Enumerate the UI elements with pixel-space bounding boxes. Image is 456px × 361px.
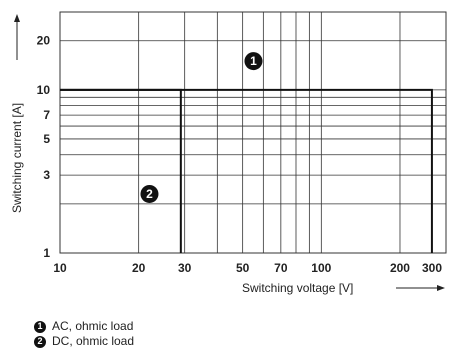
legend-marker-1: 1 <box>34 320 46 333</box>
legend-item-ac: 1 AC, ohmic load <box>34 319 134 334</box>
x-tick-label: 30 <box>178 261 192 275</box>
x-axis-arrowhead <box>437 285 445 291</box>
y-tick-label: 7 <box>43 108 50 122</box>
legend-label-dc: DC, ohmic load <box>52 334 135 348</box>
x-tick-label: 300 <box>422 261 442 275</box>
x-tick-label: 200 <box>390 261 410 275</box>
y-axis-arrowhead <box>14 14 20 22</box>
y-tick-label: 1 <box>43 246 50 260</box>
series-line-1 <box>60 88 433 253</box>
x-axis-label: Switching voltage [V] <box>242 281 353 295</box>
y-tick-label: 10 <box>37 83 51 97</box>
legend-item-dc: 2 DC, ohmic load <box>34 334 134 349</box>
legend: 1 AC, ohmic load 2 DC, ohmic load <box>34 319 134 349</box>
plot-frame <box>59 11 447 254</box>
x-tick-label: 10 <box>53 261 67 275</box>
x-tick-label: 20 <box>132 261 146 275</box>
legend-marker-2: 2 <box>34 335 46 348</box>
y-axis-label: Switching current [A] <box>10 103 24 213</box>
series-marker-1 <box>244 52 263 71</box>
y-tick-label: 3 <box>43 168 50 182</box>
x-tick-label: 100 <box>311 261 331 275</box>
x-tick-label: 50 <box>236 261 250 275</box>
series-marker-label-1: 1 <box>250 54 257 68</box>
y-tick-label: 5 <box>43 132 50 146</box>
series-marker-label-2: 2 <box>146 187 153 201</box>
y-tick-label: 20 <box>37 34 51 48</box>
series-line-2 <box>60 88 182 253</box>
x-tick-label: 70 <box>274 261 288 275</box>
legend-label-ac: AC, ohmic load <box>52 319 134 333</box>
series-marker-2 <box>140 184 159 203</box>
